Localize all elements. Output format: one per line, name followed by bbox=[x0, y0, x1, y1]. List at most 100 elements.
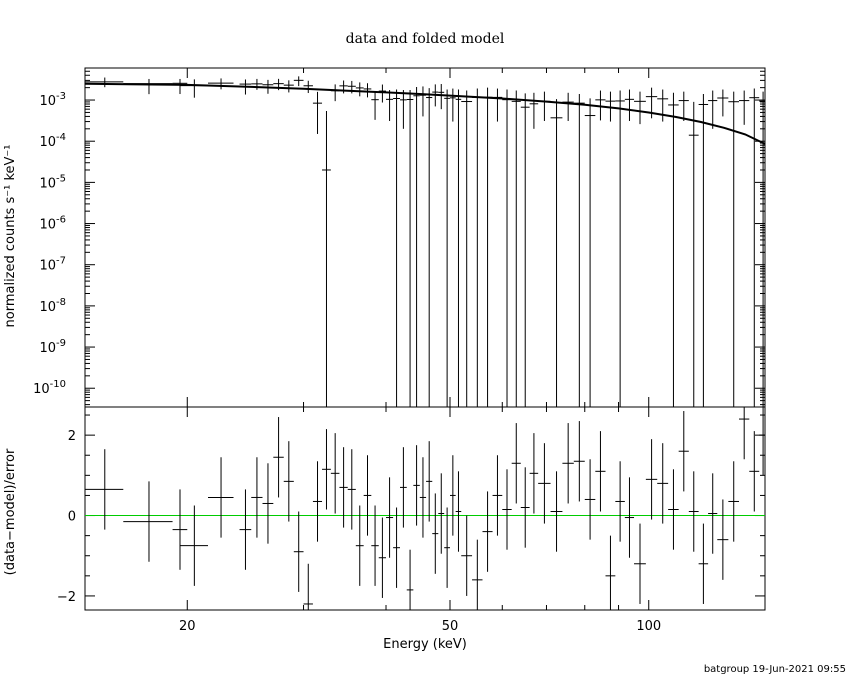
residual-point bbox=[406, 549, 414, 610]
y-tick-mantissa: 10 bbox=[39, 94, 56, 109]
y-axis-label-spectrum: normalized counts s⁻¹ keV⁻¹ bbox=[3, 145, 18, 328]
residual-point bbox=[624, 477, 635, 558]
residual-point bbox=[180, 505, 209, 586]
residual-point bbox=[355, 505, 364, 586]
residual-point bbox=[668, 469, 679, 550]
residual-point bbox=[634, 523, 646, 604]
y-tick-label-spectrum: 10-8 bbox=[39, 297, 66, 315]
residual-point bbox=[449, 455, 456, 536]
residual-frame bbox=[84, 406, 766, 611]
y-axis-label-residuals: (data−model)/error bbox=[3, 448, 18, 575]
residual-point bbox=[262, 463, 274, 544]
data-point bbox=[511, 90, 521, 407]
data-point bbox=[123, 78, 173, 95]
data-point bbox=[461, 90, 473, 407]
data-point bbox=[355, 82, 364, 97]
data-point bbox=[172, 78, 188, 95]
residual-point bbox=[386, 477, 394, 558]
data-point bbox=[293, 76, 304, 87]
data-point bbox=[85, 77, 124, 88]
data-point bbox=[678, 91, 689, 121]
y-tick-exponent: -3 bbox=[56, 91, 66, 102]
residual-point bbox=[208, 457, 234, 538]
data-point bbox=[634, 91, 646, 125]
residual-point bbox=[538, 443, 551, 524]
x-axis-label: Energy (keV) bbox=[383, 637, 467, 652]
data-point bbox=[728, 91, 740, 407]
x-tick-label: 20 bbox=[179, 619, 196, 634]
residual-point bbox=[273, 417, 284, 498]
y-tick-label-residual: 2 bbox=[68, 429, 76, 444]
residual-point bbox=[657, 443, 669, 524]
x-tick-label: 50 bbox=[442, 619, 459, 634]
data-point bbox=[739, 90, 750, 125]
residual-point bbox=[492, 455, 503, 536]
y-tick-mantissa: 10 bbox=[33, 382, 50, 397]
y-tick-exponent: -6 bbox=[56, 215, 66, 226]
residual-point bbox=[455, 471, 462, 552]
y-tick-exponent: -5 bbox=[56, 173, 66, 184]
data-point bbox=[378, 84, 387, 103]
residual-point bbox=[438, 473, 445, 554]
residual-point bbox=[615, 461, 625, 542]
chart-title: data and folded model bbox=[346, 31, 505, 47]
data-point bbox=[759, 91, 765, 407]
residual-point bbox=[739, 407, 750, 460]
residual-point bbox=[413, 445, 420, 526]
residual-point bbox=[584, 459, 596, 540]
data-point bbox=[573, 94, 585, 407]
residual-point bbox=[472, 539, 483, 610]
data-point bbox=[393, 89, 401, 407]
y-tick-exponent: -10 bbox=[50, 379, 66, 390]
residual-point bbox=[678, 411, 689, 492]
data-point bbox=[413, 87, 420, 407]
residual-point bbox=[482, 491, 493, 572]
y-tick-label-residual: −2 bbox=[57, 590, 76, 605]
residual-point bbox=[432, 493, 439, 574]
y-tick-exponent: -7 bbox=[56, 256, 66, 267]
residual-point bbox=[251, 457, 263, 538]
data-point bbox=[708, 90, 718, 129]
y-tick-mantissa: 10 bbox=[39, 259, 56, 274]
residual-point bbox=[393, 507, 401, 588]
data-point bbox=[520, 93, 530, 407]
y-tick-mantissa: 10 bbox=[39, 135, 56, 150]
data-point bbox=[624, 89, 635, 121]
y-tick-mantissa: 10 bbox=[39, 218, 56, 233]
residual-point bbox=[123, 481, 173, 562]
y-tick-label-spectrum: 10-9 bbox=[39, 338, 66, 356]
residual-point bbox=[330, 433, 340, 514]
data-point bbox=[492, 88, 503, 122]
residual-point bbox=[728, 461, 740, 542]
residual-point bbox=[717, 499, 729, 580]
residual-point bbox=[85, 449, 124, 530]
data-point bbox=[400, 90, 407, 129]
data-point bbox=[312, 91, 323, 134]
residual-point bbox=[573, 421, 585, 502]
data-point bbox=[322, 111, 331, 407]
data-point bbox=[303, 80, 313, 94]
data-point bbox=[283, 80, 294, 93]
spectrum-panel: 10-310-410-510-610-710-810-910-10 bbox=[33, 67, 766, 408]
data-point bbox=[438, 84, 445, 110]
residual-point bbox=[339, 447, 348, 528]
data-point bbox=[444, 89, 450, 407]
y-tick-label-residual: 0 bbox=[68, 510, 76, 525]
residual-point bbox=[511, 423, 521, 504]
y-tick-mantissa: 10 bbox=[39, 300, 56, 315]
residual-point bbox=[312, 461, 323, 542]
residual-point bbox=[605, 535, 616, 610]
y-tick-label-spectrum: 10-10 bbox=[33, 379, 66, 397]
residual-point bbox=[444, 507, 450, 588]
data-point bbox=[657, 89, 669, 122]
data-point bbox=[426, 88, 433, 407]
data-point bbox=[562, 92, 574, 121]
data-point bbox=[330, 84, 340, 102]
y-tick-label-spectrum: 10-3 bbox=[39, 91, 66, 109]
data-point bbox=[386, 90, 394, 121]
y-tick-exponent: -4 bbox=[56, 132, 66, 143]
y-tick-exponent: -9 bbox=[56, 338, 66, 349]
data-point bbox=[668, 92, 679, 407]
data-point bbox=[550, 99, 563, 407]
